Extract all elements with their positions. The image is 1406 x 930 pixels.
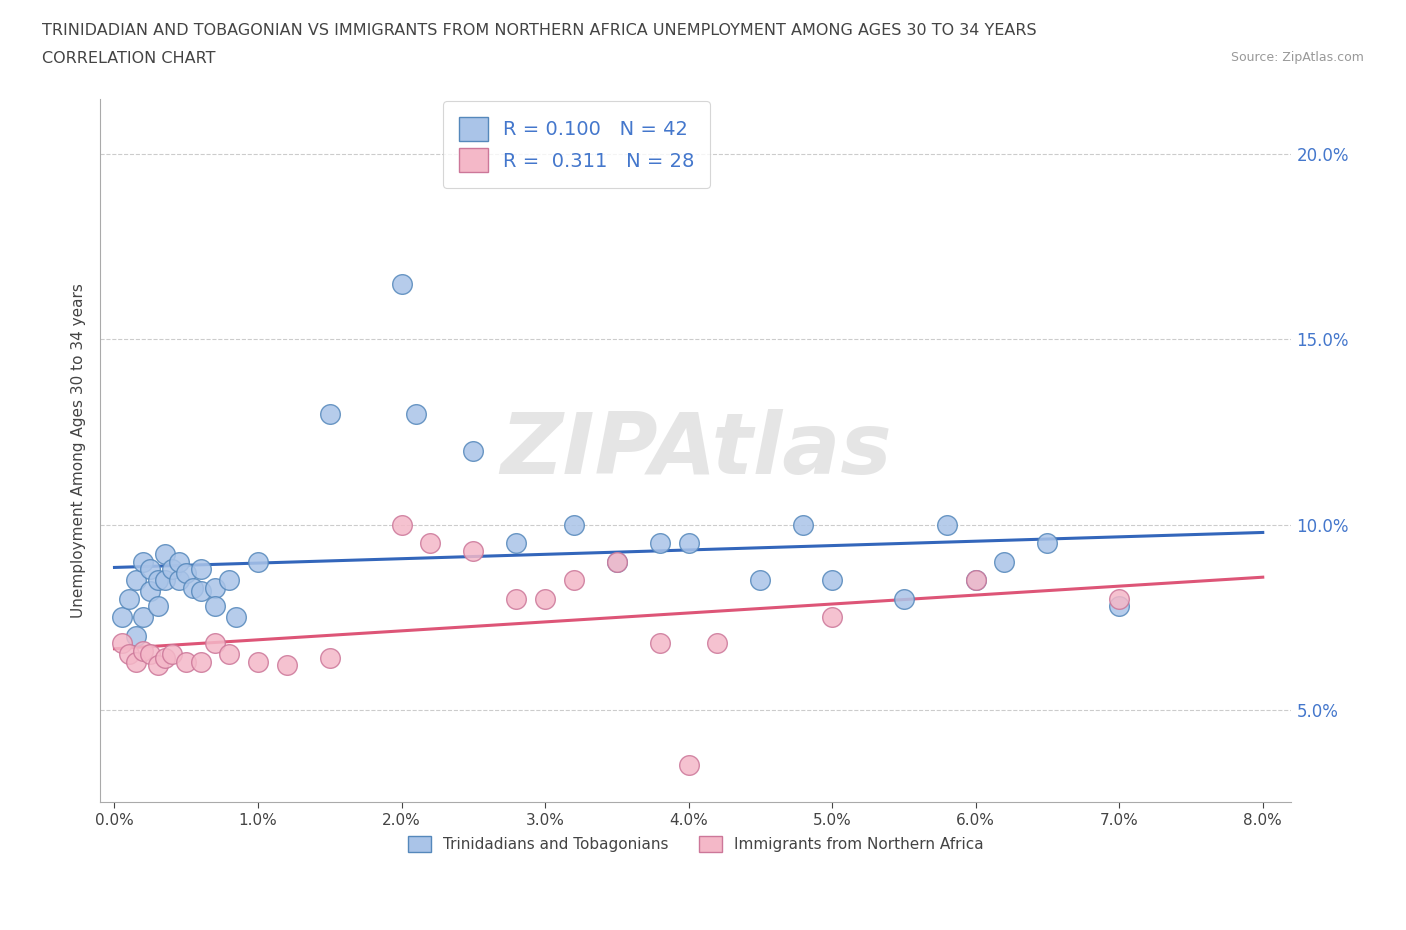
Point xyxy=(965,573,987,588)
Point xyxy=(153,650,176,665)
Point xyxy=(319,650,342,665)
Text: ZIPAtlas: ZIPAtlas xyxy=(501,409,891,492)
Point xyxy=(139,584,162,599)
Point xyxy=(225,610,247,625)
Point xyxy=(965,573,987,588)
Point xyxy=(132,610,155,625)
Point xyxy=(111,610,134,625)
Point xyxy=(463,443,485,458)
Point xyxy=(893,591,915,606)
Point xyxy=(146,573,169,588)
Point xyxy=(391,276,413,291)
Point xyxy=(792,517,814,532)
Point xyxy=(648,636,671,651)
Text: CORRELATION CHART: CORRELATION CHART xyxy=(42,51,215,66)
Point xyxy=(132,644,155,658)
Point xyxy=(118,646,141,661)
Point xyxy=(218,646,240,661)
Point xyxy=(1108,599,1130,614)
Point xyxy=(606,554,628,569)
Point xyxy=(391,517,413,532)
Point xyxy=(153,573,176,588)
Point xyxy=(183,580,205,595)
Point xyxy=(190,562,212,577)
Point xyxy=(174,565,197,580)
Point xyxy=(167,554,190,569)
Text: Source: ZipAtlas.com: Source: ZipAtlas.com xyxy=(1230,51,1364,64)
Point xyxy=(167,573,190,588)
Point xyxy=(204,599,226,614)
Legend: Trinidadians and Tobagonians, Immigrants from Northern Africa: Trinidadians and Tobagonians, Immigrants… xyxy=(402,830,990,858)
Point xyxy=(247,554,270,569)
Point xyxy=(1036,536,1059,551)
Point xyxy=(678,758,700,773)
Point xyxy=(821,610,844,625)
Y-axis label: Unemployment Among Ages 30 to 34 years: Unemployment Among Ages 30 to 34 years xyxy=(72,283,86,618)
Point xyxy=(505,536,527,551)
Point xyxy=(118,591,141,606)
Point xyxy=(218,573,240,588)
Point xyxy=(419,536,441,551)
Point xyxy=(125,654,148,669)
Point xyxy=(936,517,959,532)
Point xyxy=(132,554,155,569)
Point xyxy=(1108,591,1130,606)
Point xyxy=(749,573,772,588)
Text: TRINIDADIAN AND TOBAGONIAN VS IMMIGRANTS FROM NORTHERN AFRICA UNEMPLOYMENT AMONG: TRINIDADIAN AND TOBAGONIAN VS IMMIGRANTS… xyxy=(42,23,1036,38)
Point xyxy=(993,554,1015,569)
Point xyxy=(562,517,585,532)
Point xyxy=(276,658,298,672)
Point xyxy=(125,573,148,588)
Point xyxy=(190,584,212,599)
Point xyxy=(146,658,169,672)
Point xyxy=(648,536,671,551)
Point xyxy=(505,591,527,606)
Point xyxy=(463,543,485,558)
Point xyxy=(204,636,226,651)
Point xyxy=(125,629,148,644)
Point xyxy=(153,547,176,562)
Point xyxy=(190,654,212,669)
Point xyxy=(706,636,728,651)
Point xyxy=(174,654,197,669)
Point xyxy=(562,573,585,588)
Point xyxy=(139,562,162,577)
Point xyxy=(160,562,183,577)
Point xyxy=(678,536,700,551)
Point xyxy=(606,554,628,569)
Point xyxy=(405,406,427,421)
Point xyxy=(160,646,183,661)
Point xyxy=(111,636,134,651)
Point xyxy=(319,406,342,421)
Point xyxy=(534,591,557,606)
Point xyxy=(821,573,844,588)
Point xyxy=(204,580,226,595)
Point xyxy=(139,646,162,661)
Point xyxy=(247,654,270,669)
Point xyxy=(146,599,169,614)
